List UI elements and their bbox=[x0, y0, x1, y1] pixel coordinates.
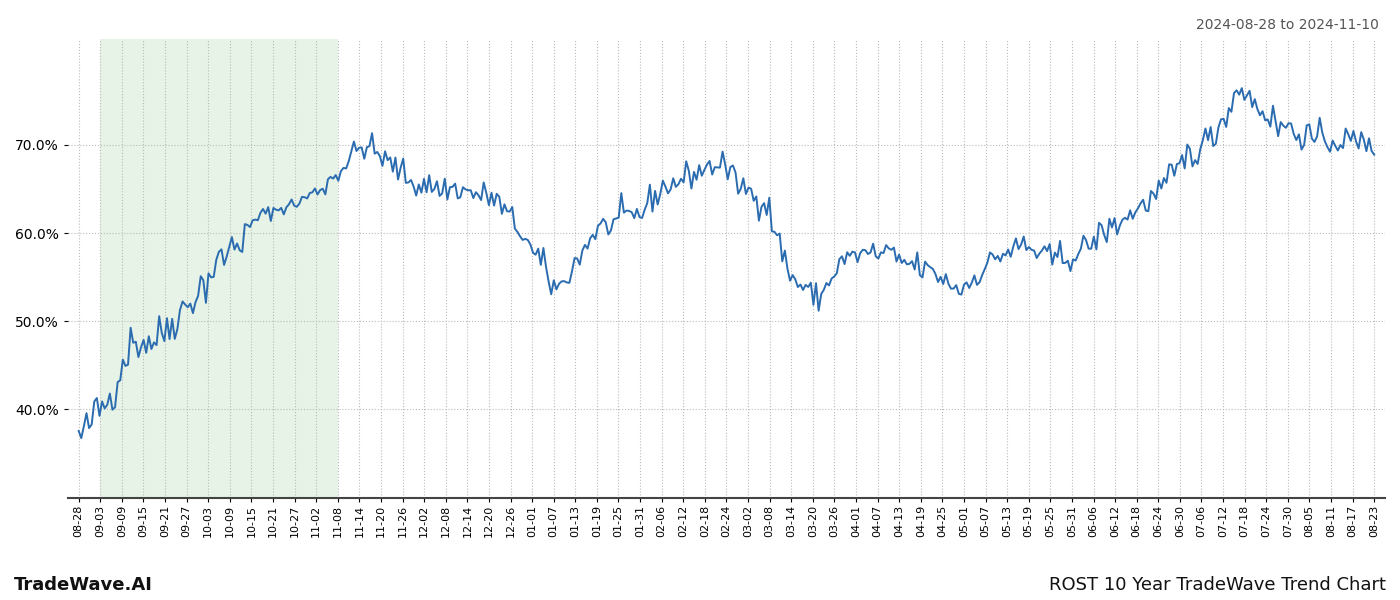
Text: TradeWave.AI: TradeWave.AI bbox=[14, 576, 153, 594]
Text: ROST 10 Year TradeWave Trend Chart: ROST 10 Year TradeWave Trend Chart bbox=[1049, 576, 1386, 594]
Bar bbox=[101, 39, 337, 497]
Text: 2024-08-28 to 2024-11-10: 2024-08-28 to 2024-11-10 bbox=[1196, 18, 1379, 32]
